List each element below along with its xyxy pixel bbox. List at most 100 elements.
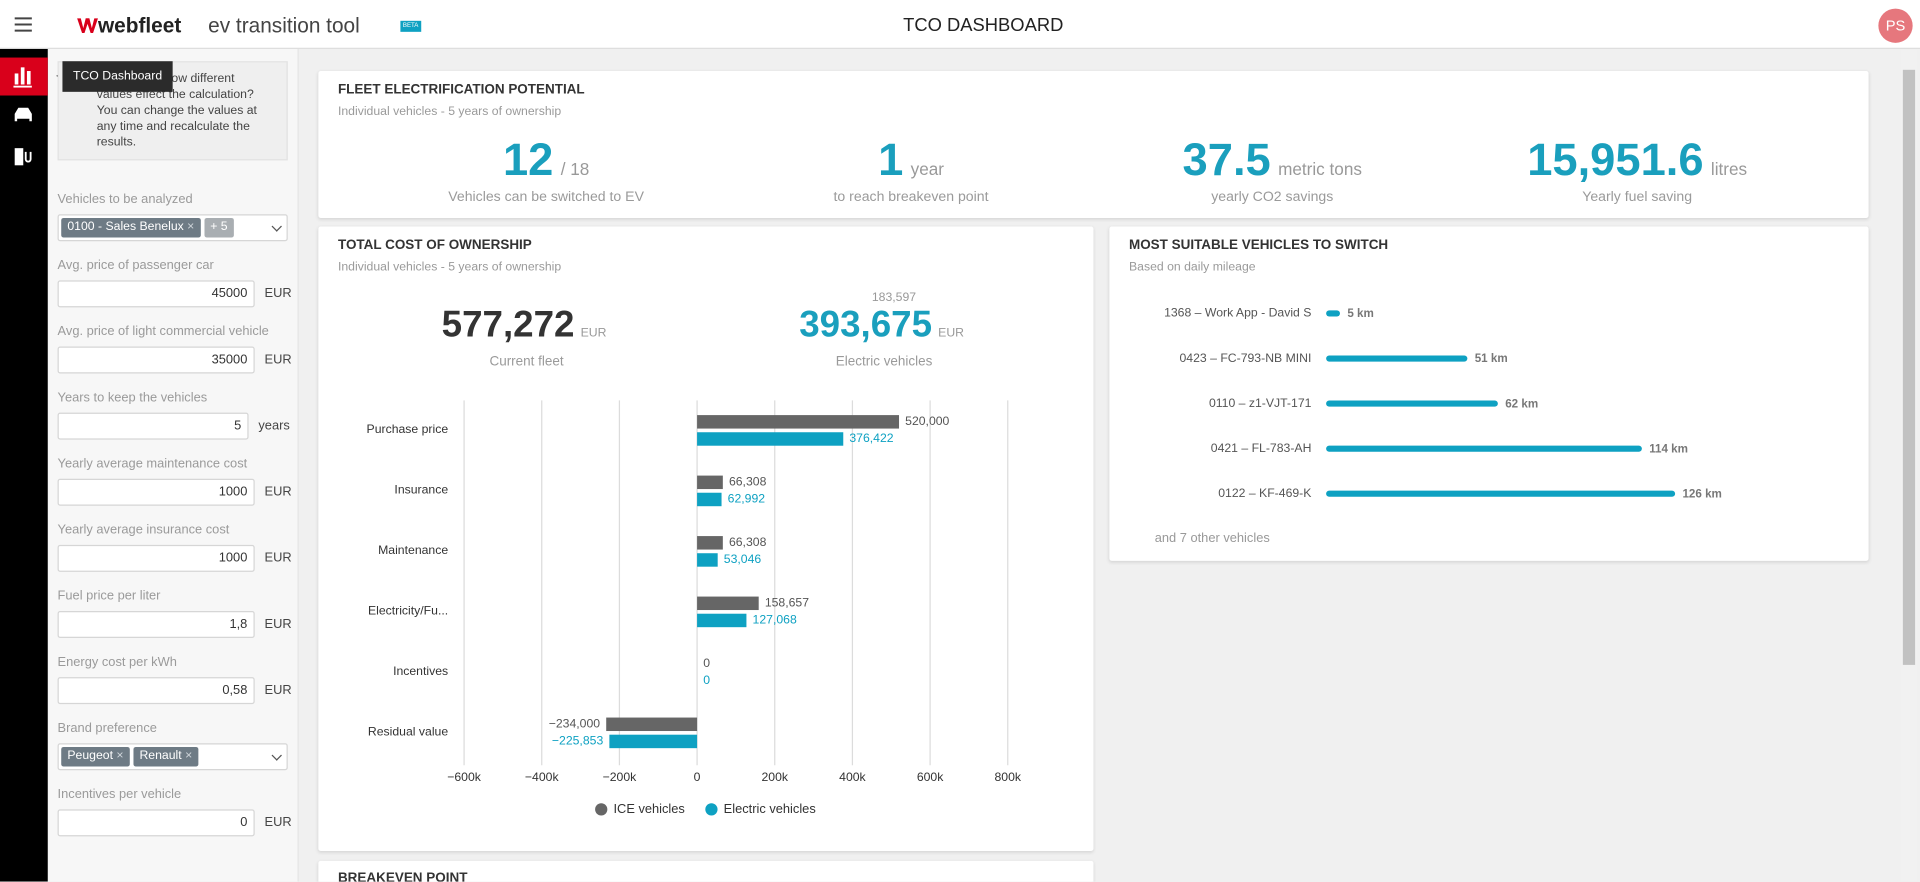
input[interactable] — [57, 478, 255, 506]
input[interactable] — [57, 809, 255, 837]
x-tick-label: −200k — [603, 770, 638, 784]
input-value: 5 — [234, 418, 242, 434]
value-label: 126 km — [1682, 487, 1721, 500]
input[interactable] — [57, 280, 255, 308]
tag[interactable]: Renault — [133, 746, 199, 767]
x-tick-label: 400k — [839, 770, 866, 784]
field-label: Years to keep the vehicles — [57, 390, 208, 406]
tag[interactable]: 0100 - Sales Benelux — [61, 217, 201, 238]
input[interactable] — [57, 544, 255, 572]
avatar-text: PS — [1885, 17, 1906, 35]
x-tick-label: −600k — [447, 770, 482, 784]
value-label: −234,000 — [549, 717, 601, 731]
x-tick-label: 800k — [994, 770, 1021, 784]
tag[interactable]: + 5 — [204, 217, 234, 238]
value-label: 66,308 — [729, 535, 767, 549]
total-value: 393,675 — [799, 304, 933, 346]
input[interactable] — [57, 412, 249, 440]
input-value: 0 — [240, 815, 248, 830]
input[interactable] — [57, 346, 255, 374]
beta-badge: BETA — [400, 20, 421, 32]
total-unit: EUR — [938, 326, 965, 341]
input-unit: EUR — [264, 815, 292, 830]
total-label: Current fleet — [489, 354, 564, 370]
total-label: Electric vehicles — [835, 354, 933, 370]
kpi-unit: litres — [1710, 159, 1748, 179]
x-tick-label: −400k — [525, 770, 560, 784]
value-label: 62,992 — [728, 492, 766, 506]
legend-dot — [705, 803, 718, 816]
scroll-thumb[interactable] — [1902, 69, 1916, 665]
input-value: 35000 — [211, 352, 248, 368]
category-label: 1368 – Work App - David S — [1164, 306, 1311, 320]
field-label: Fuel price per liter — [57, 588, 161, 604]
value-label: 114 km — [1649, 442, 1688, 455]
card-title: BREAKEVEN POINT — [337, 871, 468, 882]
tag[interactable]: Peugeot — [61, 746, 130, 767]
category-label: 0423 – FC-793-NB MINI — [1180, 351, 1312, 365]
kpi-unit: year — [910, 159, 944, 179]
value-label: 66,308 — [729, 475, 767, 489]
page-title: TCO DASHBOARD — [903, 15, 1064, 37]
input[interactable] — [57, 611, 255, 638]
kpi-value: 15,951.6 — [1527, 134, 1704, 185]
field-label: Yearly average maintenance cost — [57, 456, 248, 472]
input-unit: EUR — [264, 352, 292, 368]
input[interactable] — [57, 677, 255, 705]
kpi: 1 year — [878, 137, 944, 182]
bar — [697, 475, 723, 490]
kpi: 12 / 18 — [503, 137, 589, 182]
kpi: 15,951.6 litres — [1527, 137, 1747, 182]
kpi: 37.5 metric tons — [1183, 137, 1362, 182]
field-label: Avg. price of passenger car — [57, 258, 214, 273]
category-label: Residual value — [368, 724, 448, 738]
category-label: 0122 – KF-469-K — [1218, 486, 1312, 500]
card-subtitle: Based on daily mileage — [1128, 260, 1256, 275]
category-label: 0421 – FL-783-AH — [1211, 441, 1312, 455]
input-value: 1000 — [218, 484, 248, 500]
input-unit: EUR — [264, 484, 292, 500]
kpi-unit: metric tons — [1278, 159, 1362, 179]
input-value: 1000 — [218, 550, 248, 566]
x-tick-label: 200k — [761, 770, 788, 784]
multiselect[interactable]: 0100 - Sales Benelux+ 5 — [57, 214, 288, 242]
x-tick-label: 0 — [694, 770, 701, 784]
logo-text: webfleet — [97, 14, 182, 38]
app-title: ev transition tool — [208, 14, 360, 38]
nav-bar — [0, 48, 48, 882]
bar — [697, 415, 900, 429]
value-label: 158,657 — [765, 596, 809, 610]
bar — [1326, 400, 1498, 407]
card-title: MOST SUITABLE VEHICLES TO SWITCH — [1128, 238, 1389, 253]
category-label: Maintenance — [378, 543, 448, 557]
field-label: Yearly average insurance cost — [57, 522, 230, 538]
suitable-card — [1109, 226, 1869, 561]
kpi-label: yearly CO2 savings — [1211, 190, 1334, 205]
total-unit: EUR — [580, 326, 607, 341]
bar — [606, 717, 698, 732]
legend-label: ICE vehicles — [613, 801, 684, 816]
potential-card — [318, 71, 1869, 218]
kpi-value: 1 — [878, 134, 904, 185]
kpi-label: Vehicles can be switched to EV — [448, 190, 644, 205]
category-label: 0110 – z1-VJT-171 — [1209, 396, 1312, 410]
value-label: 62 km — [1505, 397, 1538, 410]
bar — [1326, 355, 1468, 362]
bar — [609, 734, 698, 749]
field-label: Brand preference — [57, 720, 157, 736]
card-title: FLEET ELECTRIFICATION POTENTIAL — [337, 82, 585, 98]
kpi-value: 12 — [502, 134, 554, 185]
field-label: Incentives per vehicle — [57, 787, 182, 802]
avatar[interactable] — [1878, 8, 1913, 43]
input-unit: EUR — [264, 286, 292, 301]
header — [0, 0, 1920, 49]
value-label: 0 — [703, 673, 710, 687]
bar — [697, 432, 844, 446]
bar — [697, 613, 747, 628]
input-unit: years — [258, 418, 290, 434]
value-label: 51 km — [1475, 352, 1508, 365]
input-value: 0,58 — [222, 682, 248, 698]
input-unit: EUR — [264, 616, 292, 632]
multiselect[interactable]: PeugeotRenault — [57, 743, 288, 771]
category-label: Incentives — [393, 664, 448, 678]
